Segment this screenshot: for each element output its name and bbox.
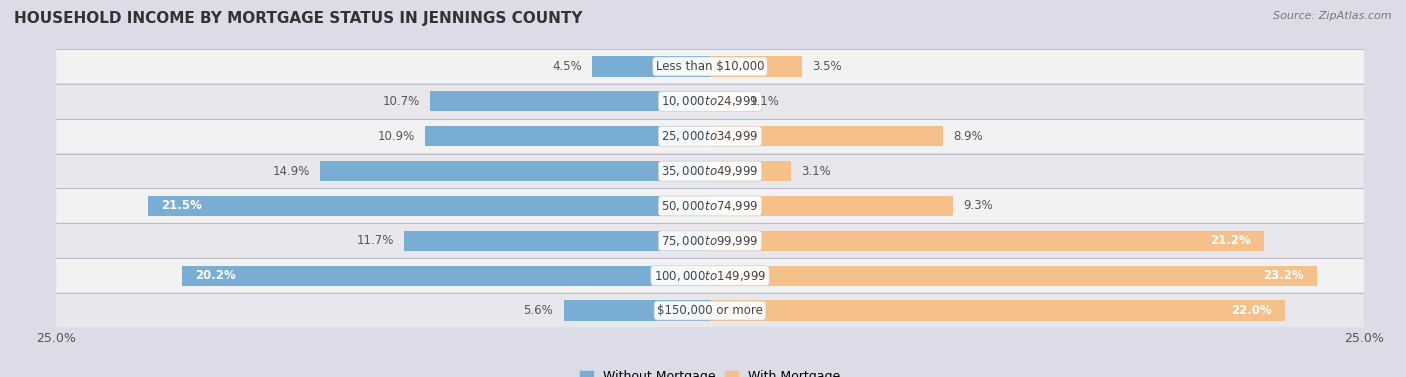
Bar bbox=[710, 56, 801, 77]
Bar bbox=[710, 265, 1317, 286]
Bar bbox=[710, 161, 792, 181]
Text: 8.9%: 8.9% bbox=[953, 130, 983, 143]
Bar bbox=[710, 300, 1285, 321]
Text: 10.9%: 10.9% bbox=[377, 130, 415, 143]
Text: $75,000 to $99,999: $75,000 to $99,999 bbox=[661, 234, 759, 248]
FancyBboxPatch shape bbox=[56, 84, 1364, 118]
Text: $10,000 to $24,999: $10,000 to $24,999 bbox=[661, 94, 759, 108]
Text: Source: ZipAtlas.com: Source: ZipAtlas.com bbox=[1274, 11, 1392, 21]
Bar bbox=[181, 265, 710, 286]
Text: 9.3%: 9.3% bbox=[963, 199, 994, 212]
Text: $150,000 or more: $150,000 or more bbox=[657, 304, 763, 317]
Text: $35,000 to $49,999: $35,000 to $49,999 bbox=[661, 164, 759, 178]
Bar bbox=[710, 91, 738, 112]
Bar bbox=[710, 196, 953, 216]
Text: 3.5%: 3.5% bbox=[813, 60, 842, 73]
Text: 20.2%: 20.2% bbox=[195, 269, 236, 282]
Bar bbox=[710, 126, 943, 146]
Bar bbox=[430, 91, 710, 112]
Bar bbox=[592, 56, 710, 77]
FancyBboxPatch shape bbox=[56, 154, 1364, 188]
Text: 5.6%: 5.6% bbox=[523, 304, 553, 317]
Bar bbox=[148, 196, 710, 216]
Text: 14.9%: 14.9% bbox=[273, 165, 309, 178]
Text: 3.1%: 3.1% bbox=[801, 165, 831, 178]
Text: $25,000 to $34,999: $25,000 to $34,999 bbox=[661, 129, 759, 143]
FancyBboxPatch shape bbox=[56, 189, 1364, 223]
FancyBboxPatch shape bbox=[56, 50, 1364, 83]
Text: 11.7%: 11.7% bbox=[356, 234, 394, 247]
Text: $50,000 to $74,999: $50,000 to $74,999 bbox=[661, 199, 759, 213]
Text: 10.7%: 10.7% bbox=[382, 95, 420, 108]
Bar bbox=[710, 231, 1264, 251]
FancyBboxPatch shape bbox=[56, 294, 1364, 327]
Text: 21.2%: 21.2% bbox=[1211, 234, 1251, 247]
Text: 1.1%: 1.1% bbox=[749, 95, 779, 108]
Bar bbox=[321, 161, 710, 181]
Text: 23.2%: 23.2% bbox=[1263, 269, 1303, 282]
FancyBboxPatch shape bbox=[56, 120, 1364, 153]
Legend: Without Mortgage, With Mortgage: Without Mortgage, With Mortgage bbox=[581, 370, 839, 377]
Text: 4.5%: 4.5% bbox=[553, 60, 582, 73]
Bar bbox=[425, 126, 710, 146]
Text: Less than $10,000: Less than $10,000 bbox=[655, 60, 765, 73]
Text: 21.5%: 21.5% bbox=[160, 199, 201, 212]
Text: $100,000 to $149,999: $100,000 to $149,999 bbox=[654, 269, 766, 283]
Text: HOUSEHOLD INCOME BY MORTGAGE STATUS IN JENNINGS COUNTY: HOUSEHOLD INCOME BY MORTGAGE STATUS IN J… bbox=[14, 11, 582, 26]
FancyBboxPatch shape bbox=[56, 259, 1364, 293]
Bar bbox=[564, 300, 710, 321]
FancyBboxPatch shape bbox=[56, 224, 1364, 257]
Bar bbox=[404, 231, 710, 251]
Text: 22.0%: 22.0% bbox=[1232, 304, 1272, 317]
